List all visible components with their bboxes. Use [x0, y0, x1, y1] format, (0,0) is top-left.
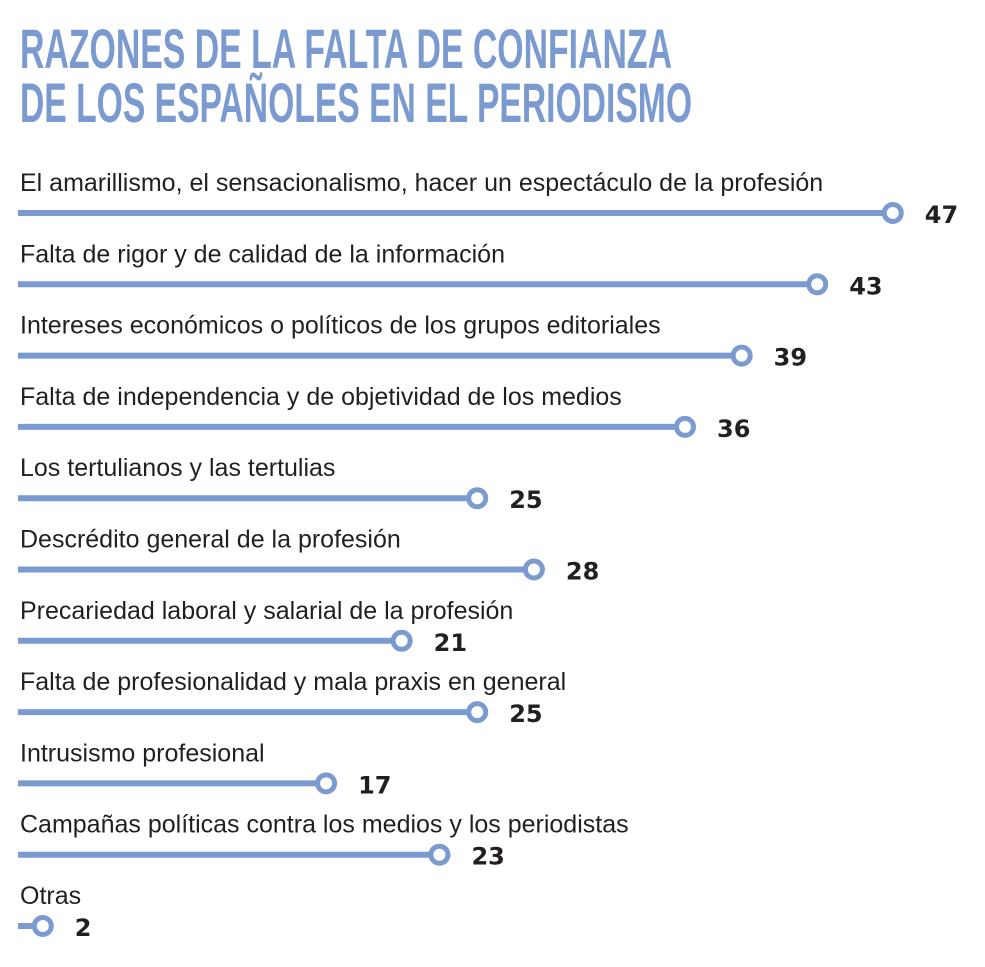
bar-row: Falta de profesionalidad y mala praxis e…: [18, 668, 566, 728]
bar-row: Otras 2: [18, 882, 91, 942]
category-label: El amarillismo, el sensacionalismo, hace…: [20, 169, 823, 197]
value-label: 28: [566, 558, 599, 586]
category-label: Intereses económicos o políticos de los …: [20, 312, 661, 340]
value-label: 39: [774, 344, 807, 372]
category-label: Falta de profesionalidad y mala praxis e…: [20, 668, 566, 696]
bar-row: El amarillismo, el sensacionalismo, hace…: [18, 169, 958, 229]
value-label: 23: [471, 843, 504, 871]
bar-end-marker: [315, 772, 338, 795]
bar-row: Intereses económicos o políticos de los …: [18, 312, 807, 372]
value-label: 25: [509, 486, 542, 514]
value-label: 25: [509, 700, 542, 728]
category-label: Descrédito general de la profesión: [20, 526, 401, 554]
bar-end-marker: [31, 915, 54, 937]
bar-row: Campañas políticas contra los medios y l…: [18, 811, 629, 871]
chart-title-line-1: RAZONES DE LA FALTA DE CONFIANZA: [20, 17, 672, 80]
value-label: 36: [717, 415, 750, 443]
bar-row: Los tertulianos y las tertulias 25: [18, 454, 543, 514]
bar-end-marker: [806, 273, 829, 296]
bar-end-marker: [466, 701, 489, 724]
bar-end-marker: [390, 629, 413, 652]
category-label: Campañas políticas contra los medios y l…: [20, 811, 629, 839]
category-label: Los tertulianos y las tertulias: [20, 454, 335, 482]
value-label: 43: [849, 272, 882, 300]
category-label: Otras: [20, 882, 81, 910]
bar-row: Falta de independencia y de objetividad …: [18, 383, 750, 443]
category-label: Precariedad laboral y salarial de la pro…: [20, 597, 513, 625]
bar-row: Precariedad laboral y salarial de la pro…: [18, 597, 513, 657]
bar-row: Descrédito general de la profesión 28: [18, 526, 599, 586]
bar-end-marker: [522, 558, 545, 581]
value-label: 17: [358, 771, 391, 799]
bar-end-marker: [428, 843, 451, 866]
bar-end-marker: [881, 202, 904, 224]
bar-row: Intrusismo profesional 17: [18, 739, 392, 799]
bar-end-marker: [466, 487, 489, 510]
value-label: 2: [75, 914, 92, 942]
bar-end-marker: [730, 344, 753, 367]
value-label: 21: [434, 629, 467, 657]
category-label: Falta de rigor y de calidad de la inform…: [20, 240, 505, 268]
bar-end-marker: [674, 415, 696, 438]
bar-row: Falta de rigor y de calidad de la inform…: [18, 240, 883, 300]
category-label: Falta de independencia y de objetividad …: [20, 383, 622, 411]
chart-title-line-2: DE LOS ESPAÑOLES EN EL PERIODISMO: [20, 71, 692, 134]
value-label: 47: [925, 201, 958, 229]
category-label: Intrusismo profesional: [20, 739, 265, 767]
